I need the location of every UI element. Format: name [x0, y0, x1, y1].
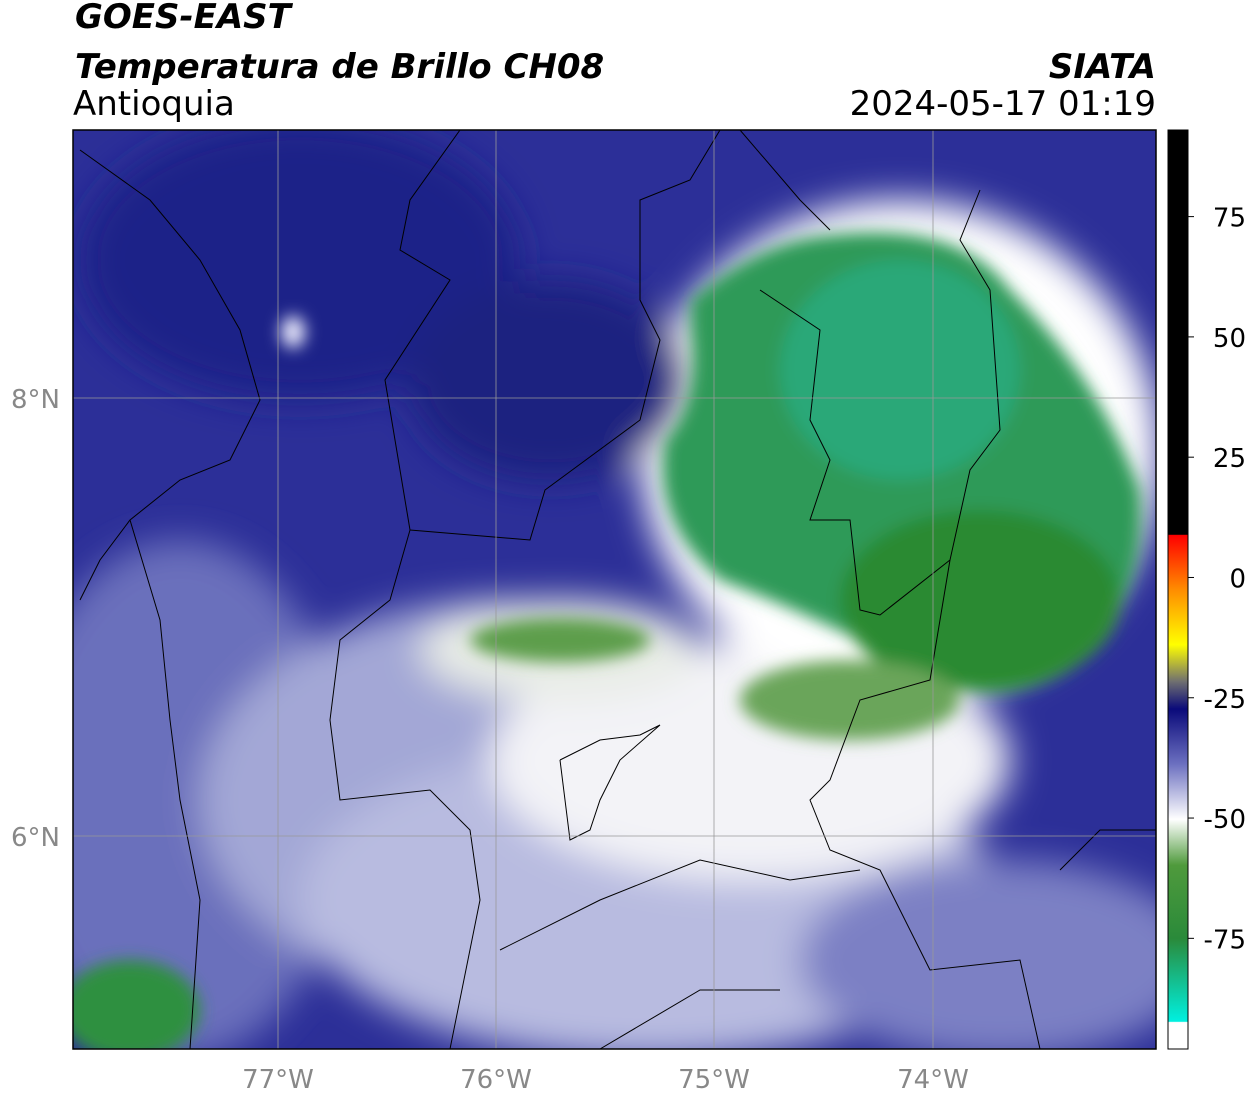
colorbar-tick-label: -75 [1204, 925, 1246, 955]
borders [79, 130, 1156, 1049]
subtitle: Temperatura de Brillo CH08 [75, 47, 604, 87]
colorbar-tick-label: 25 [1213, 444, 1246, 474]
map-frame [72, 129, 1157, 1050]
satellite-image [73, 130, 1156, 1049]
colorbar-tick-label: -25 [1204, 685, 1246, 715]
colorbar-tick-label: -50 [1204, 805, 1246, 835]
lon-label: 74°W [897, 1065, 969, 1095]
region: Antioquia [73, 84, 235, 124]
colorbar-tick-label: 50 [1213, 324, 1246, 354]
graticule [73, 130, 1156, 1049]
source: SIATA [1049, 47, 1156, 87]
lon-label: 76°W [460, 1065, 532, 1095]
datetime: 2024-05-17 01:19 [850, 84, 1156, 124]
title: GOES-EAST [75, 0, 294, 37]
lat-label: 8°N [11, 385, 60, 415]
colorbar-tick-label: 0 [1229, 564, 1246, 594]
colorbar-tick-label: 75 [1213, 204, 1246, 234]
colorbar [1167, 129, 1189, 1050]
lat-label: 6°N [11, 823, 60, 853]
lon-label: 77°W [242, 1065, 314, 1095]
lon-label: 75°W [678, 1065, 750, 1095]
